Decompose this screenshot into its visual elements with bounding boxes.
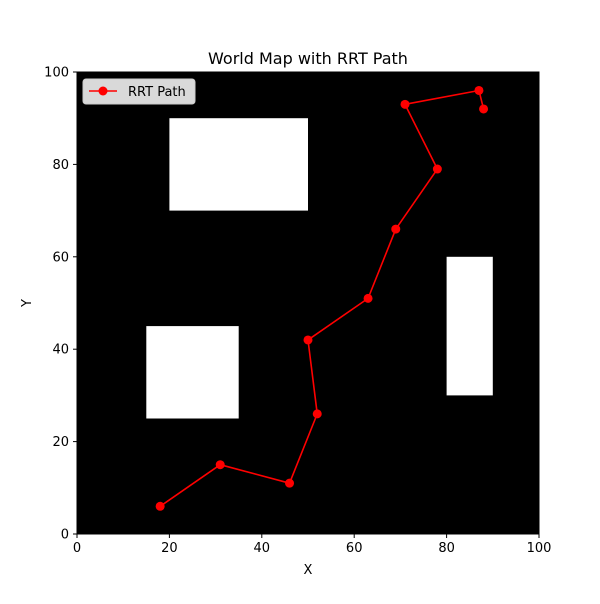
x-tick-label: 100 <box>527 541 552 556</box>
legend-entry-label: RRT Path <box>128 85 186 100</box>
series-point <box>474 85 484 95</box>
series-point <box>400 99 410 109</box>
series-point <box>312 409 322 419</box>
y-tick-label: 40 <box>52 343 69 358</box>
y-tick-label: 100 <box>44 66 69 81</box>
obstacle <box>169 118 308 211</box>
plot-frame <box>76 71 540 535</box>
legend-box <box>82 78 196 105</box>
obstacle <box>146 326 239 419</box>
series-layer <box>155 85 489 511</box>
chart-title: World Map with RRT Path <box>208 49 408 68</box>
obstacle <box>446 256 493 396</box>
x-tick-label: 80 <box>438 541 455 556</box>
y-tick-label: 0 <box>61 528 69 543</box>
x-tick-label: 40 <box>254 541 271 556</box>
obstacles-layer <box>146 118 493 419</box>
legend: RRT Path <box>82 78 196 105</box>
series-point <box>479 104 489 114</box>
series-point <box>391 224 401 234</box>
y-tick-label: 20 <box>52 435 69 450</box>
series-point <box>432 164 442 174</box>
x-axis: 0 20 40 60 80 100 <box>73 534 552 556</box>
x-tick-label: 20 <box>161 541 178 556</box>
legend-marker-swatch <box>98 86 108 96</box>
y-axis: 0 20 40 60 80 100 <box>44 66 77 543</box>
series-point <box>363 293 373 303</box>
y-tick-label: 80 <box>52 158 69 173</box>
series-point <box>285 478 295 488</box>
y-axis-label: Y <box>20 299 35 308</box>
series-point <box>155 501 165 511</box>
y-tick-label: 60 <box>52 250 69 265</box>
x-tick-label: 0 <box>73 541 81 556</box>
series-point <box>303 335 313 345</box>
x-tick-label: 60 <box>346 541 363 556</box>
series-point <box>215 460 225 470</box>
x-axis-label: X <box>304 563 313 578</box>
